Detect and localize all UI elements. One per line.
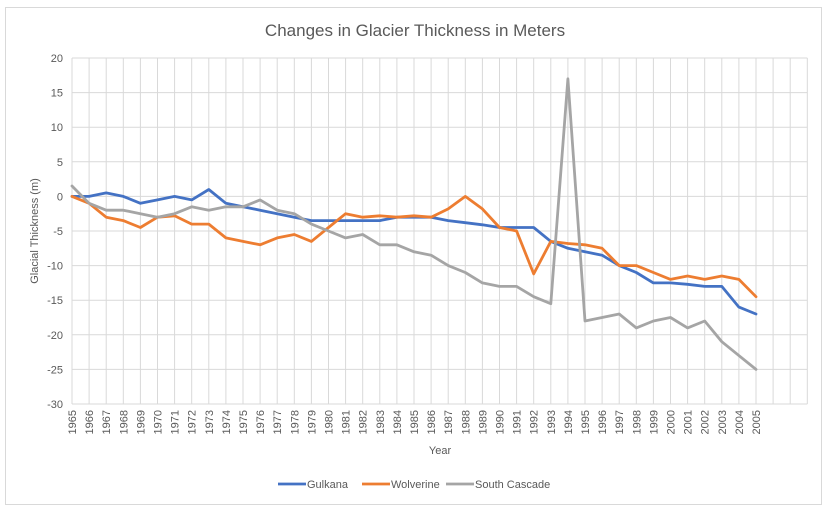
x-tick-label: 1972 bbox=[187, 410, 199, 434]
y-tick-label: 10 bbox=[51, 122, 63, 134]
x-axis-ticks: 1965 1966 1967 1968 1969 1970 1971 1972 1973 1974… bbox=[67, 410, 763, 434]
y-tick-label: -10 bbox=[47, 261, 63, 273]
x-tick-label: 2005 bbox=[751, 410, 763, 434]
legend-entry: South Cascade bbox=[475, 479, 550, 491]
y-tick-label: 20 bbox=[51, 53, 63, 65]
x-tick-label: 1995 bbox=[580, 410, 592, 434]
x-tick-label: 1997 bbox=[614, 410, 626, 434]
x-tick-label: 1982 bbox=[358, 410, 370, 434]
x-tick-label: 1965 bbox=[67, 410, 79, 434]
x-tick-label: 1977 bbox=[272, 410, 284, 434]
x-tick-label: 1988 bbox=[460, 410, 472, 434]
y-tick-label: -15 bbox=[47, 295, 63, 307]
x-tick-label: 1989 bbox=[477, 410, 489, 434]
x-tick-label: 1994 bbox=[563, 410, 575, 434]
x-tick-label: 1987 bbox=[443, 410, 455, 434]
x-tick-label: 1978 bbox=[289, 410, 301, 434]
x-tick-label: 1981 bbox=[341, 410, 353, 434]
legend: Gulkana Wolverine South Cascade bbox=[278, 479, 550, 491]
x-tick-label: 1966 bbox=[84, 410, 96, 434]
legend-entry: Wolverine bbox=[391, 479, 440, 491]
x-tick-label: 1999 bbox=[648, 410, 660, 434]
chart-title: Changes in Glacier Thickness in Meters bbox=[265, 21, 565, 40]
x-tick-label: 2000 bbox=[666, 410, 678, 434]
x-tick-label: 1970 bbox=[153, 410, 165, 434]
x-tick-label: 1996 bbox=[597, 410, 609, 434]
x-tick-label: 1992 bbox=[529, 410, 541, 434]
x-tick-label: 1976 bbox=[255, 410, 267, 434]
x-axis-label: Year bbox=[429, 445, 452, 457]
y-tick-label: -20 bbox=[47, 330, 63, 342]
x-tick-label: 1983 bbox=[375, 410, 387, 434]
y-axis-label: Glacial Thickness (m) bbox=[29, 178, 41, 284]
x-tick-label: 1975 bbox=[238, 410, 250, 434]
x-tick-label: 1985 bbox=[409, 410, 421, 434]
x-tick-label: 1993 bbox=[546, 410, 558, 434]
series-line-wolverine bbox=[70, 194, 758, 299]
y-tick-label: 0 bbox=[57, 191, 63, 203]
y-axis-ticks: 20 15 10 5 0 -5 -10 -15 -20 -25 -30 bbox=[47, 53, 63, 411]
x-tick-label: 2002 bbox=[700, 410, 712, 434]
y-tick-label: 5 bbox=[57, 157, 63, 169]
x-tick-label: 1969 bbox=[135, 410, 147, 434]
x-tick-label: 1974 bbox=[221, 410, 233, 434]
legend-entry: Gulkana bbox=[307, 479, 349, 491]
series-lines bbox=[70, 77, 758, 371]
y-tick-label: -25 bbox=[47, 364, 63, 376]
x-tick-label: 1973 bbox=[204, 410, 216, 434]
y-tick-label: -5 bbox=[53, 226, 63, 238]
x-tick-label: 1967 bbox=[101, 410, 113, 434]
x-tick-label: 2001 bbox=[683, 410, 695, 434]
gridlines bbox=[71, 57, 808, 405]
x-tick-label: 2004 bbox=[734, 410, 746, 434]
series-line-south-cascade bbox=[70, 77, 758, 371]
x-tick-label: 1971 bbox=[170, 410, 182, 434]
x-tick-label: 1990 bbox=[495, 410, 507, 434]
y-tick-label: 15 bbox=[51, 88, 63, 100]
x-tick-label: 1991 bbox=[512, 410, 524, 434]
x-tick-label: 1979 bbox=[306, 410, 318, 434]
x-tick-label: 1984 bbox=[392, 410, 404, 434]
x-tick-label: 1980 bbox=[324, 410, 336, 434]
y-tick-label: -30 bbox=[47, 399, 63, 411]
x-tick-label: 2003 bbox=[717, 410, 729, 434]
x-tick-label: 1986 bbox=[426, 410, 438, 434]
x-tick-label: 1998 bbox=[631, 410, 643, 434]
x-tick-label: 1968 bbox=[118, 410, 130, 434]
